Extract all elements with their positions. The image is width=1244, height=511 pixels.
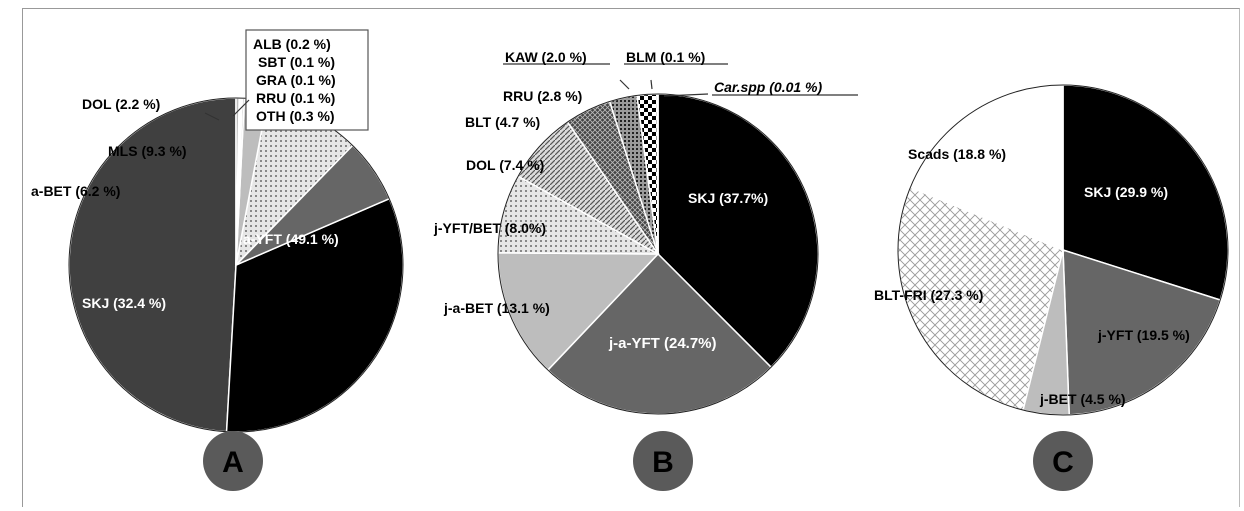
label-a-sbt: SBT (0.1 %) bbox=[258, 54, 335, 70]
pie-slice-c-skj bbox=[1062, 84, 1229, 301]
label-c-j-yft: j-YFT (19.5 %) bbox=[1097, 327, 1190, 343]
label-b-j-a-bet: j-a-BET (13.1 %) bbox=[443, 300, 550, 316]
leader-lines bbox=[204, 29, 858, 131]
label-b-blt: BLT (4.7 %) bbox=[465, 114, 540, 130]
label-a-gra: GRA (0.1 %) bbox=[256, 72, 336, 88]
label-a-oth: OTH (0.3 %) bbox=[256, 108, 335, 124]
pie-slice-c-j-bet bbox=[1022, 249, 1070, 416]
badge-a-label: A bbox=[222, 446, 244, 479]
pie-chart-b bbox=[497, 93, 819, 415]
label-a-yft: a-YFT (49.1 %) bbox=[243, 231, 339, 247]
label-b-blm: BLM (0.1 %) bbox=[626, 49, 705, 65]
pie-slice-a-rru bbox=[235, 97, 241, 266]
labels-chart-a: a-YFT (49.1 %) SKJ (32.4 %) a-BET (6.2 %… bbox=[31, 36, 339, 311]
pie-outline-c bbox=[897, 84, 1229, 416]
pie-slice-b-j-yft-bet bbox=[497, 175, 659, 255]
label-a-bet: a-BET (6.2 %) bbox=[31, 183, 120, 199]
pie-slice-c-blt-fri bbox=[897, 186, 1064, 411]
label-a-dol: DOL (2.2 %) bbox=[82, 96, 160, 112]
pie-chart-c bbox=[897, 84, 1229, 416]
badge-b-circle bbox=[633, 431, 693, 491]
label-c-scads: Scads (18.8 %) bbox=[908, 146, 1006, 162]
label-c-j-bet: j-BET (4.5 %) bbox=[1039, 391, 1126, 407]
badge-a: A bbox=[203, 431, 263, 491]
badge-c-label: C bbox=[1052, 446, 1074, 479]
pie-slice-a-a-yft bbox=[68, 97, 237, 433]
pie-chart-a bbox=[68, 97, 404, 433]
pie-slice-a-mls bbox=[234, 100, 354, 268]
label-b-rru: RRU (2.8 %) bbox=[503, 88, 582, 104]
label-b-j-a-yft: j-a-YFT (24.7%) bbox=[608, 335, 717, 352]
label-c-blt-fri: BLT-FRI (27.3 %) bbox=[874, 287, 983, 303]
label-a-mls: MLS (9.3 %) bbox=[108, 143, 187, 159]
pie-slice-c-j-yft bbox=[1062, 248, 1222, 416]
badge-b: B bbox=[633, 431, 693, 491]
pie-slice-b-j-a-bet bbox=[497, 252, 660, 372]
leader-line-dol-a bbox=[204, 112, 220, 121]
badge-c-circle bbox=[1033, 431, 1093, 491]
pie-slice-a-a-bet bbox=[235, 144, 391, 266]
label-a-rru: RRU (0.1 %) bbox=[256, 90, 335, 106]
badge-c: C bbox=[1033, 431, 1093, 491]
pie-slice-b-j-a-yft bbox=[546, 252, 773, 415]
label-b-dol: DOL (7.4 %) bbox=[466, 157, 544, 173]
label-a-alb: ALB (0.2 %) bbox=[253, 36, 331, 52]
pie-outline-a bbox=[68, 97, 404, 433]
pie-slice-a-gra bbox=[235, 97, 243, 266]
label-a-skj: SKJ (32.4 %) bbox=[82, 295, 166, 311]
leader-line-box-a bbox=[232, 99, 250, 117]
labels-chart-b: SKJ (37.7%) j-a-YFT (24.7%) j-a-BET (13.… bbox=[433, 49, 822, 352]
pie-slice-b-rru bbox=[608, 94, 659, 255]
pie-outline-b bbox=[497, 93, 819, 415]
pie-slice-a-skj bbox=[225, 197, 404, 433]
leader-line-blm bbox=[650, 79, 653, 90]
label-b-carspp: Car.spp (0.01 %) bbox=[714, 79, 822, 95]
pie-slice-a-oth bbox=[235, 97, 240, 266]
pie-slice-c-scads bbox=[909, 84, 1064, 252]
pie-slice-a-dol bbox=[235, 97, 269, 266]
leader-line-kaw bbox=[619, 79, 630, 90]
pie-slice-b-blm bbox=[656, 93, 659, 255]
leader-line-carspp bbox=[663, 93, 709, 97]
badge-a-circle bbox=[203, 431, 263, 491]
label-b-kaw: KAW (2.0 %) bbox=[505, 49, 587, 65]
label-c-skj: SKJ (29.9 %) bbox=[1084, 184, 1168, 200]
legend-box-a bbox=[245, 29, 369, 131]
label-b-j-yft-bet: j-YFT/BET (8.0%) bbox=[433, 220, 546, 236]
pie-slice-b-blt bbox=[566, 100, 659, 255]
badge-b-label: B bbox=[652, 446, 674, 479]
pie-slice-b-kaw bbox=[636, 93, 659, 255]
pie-slice-a-sbt bbox=[235, 97, 244, 266]
pie-slice-a-alb bbox=[235, 97, 246, 266]
label-b-skj: SKJ (37.7%) bbox=[688, 190, 768, 206]
pie-slice-b-skj bbox=[657, 93, 819, 369]
pie-slice-b-dol bbox=[517, 120, 659, 255]
labels-chart-c: SKJ (29.9 %) j-YFT (19.5 %) j-BET (4.5 %… bbox=[874, 146, 1190, 407]
